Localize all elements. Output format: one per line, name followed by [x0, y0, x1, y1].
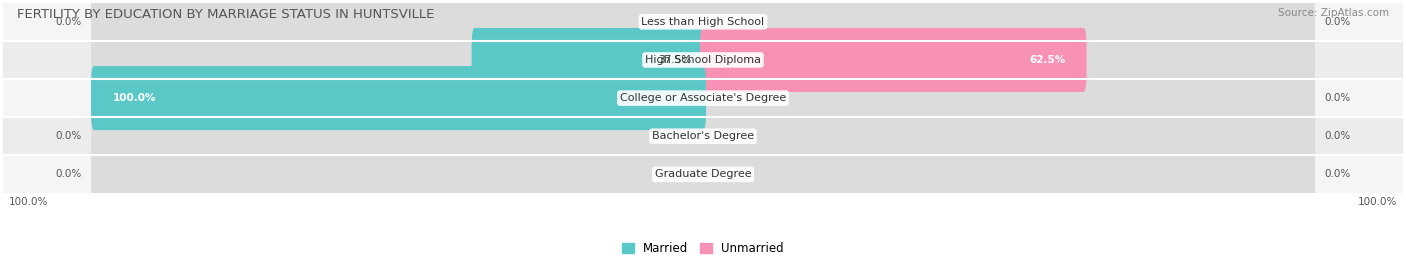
- Text: 0.0%: 0.0%: [1324, 93, 1350, 103]
- Text: FERTILITY BY EDUCATION BY MARRIAGE STATUS IN HUNTSVILLE: FERTILITY BY EDUCATION BY MARRIAGE STATU…: [17, 8, 434, 21]
- Bar: [3, 3, 1403, 41]
- FancyBboxPatch shape: [700, 66, 1315, 130]
- Text: 0.0%: 0.0%: [56, 131, 82, 141]
- FancyBboxPatch shape: [700, 104, 1315, 168]
- Text: 37.5%: 37.5%: [658, 55, 690, 65]
- Text: 62.5%: 62.5%: [1029, 55, 1066, 65]
- FancyBboxPatch shape: [700, 142, 1315, 206]
- Bar: [3, 117, 1403, 155]
- FancyBboxPatch shape: [91, 66, 706, 130]
- FancyBboxPatch shape: [91, 66, 706, 130]
- Text: Less than High School: Less than High School: [641, 17, 765, 27]
- Bar: [3, 155, 1403, 193]
- FancyBboxPatch shape: [91, 0, 706, 54]
- Text: College or Associate's Degree: College or Associate's Degree: [620, 93, 786, 103]
- Text: Bachelor's Degree: Bachelor's Degree: [652, 131, 754, 141]
- FancyBboxPatch shape: [91, 104, 706, 168]
- Text: Graduate Degree: Graduate Degree: [655, 169, 751, 179]
- Text: 100.0%: 100.0%: [112, 93, 156, 103]
- Text: High School Diploma: High School Diploma: [645, 55, 761, 65]
- Legend: Married, Unmarried: Married, Unmarried: [617, 238, 789, 260]
- FancyBboxPatch shape: [700, 28, 1315, 92]
- Text: 0.0%: 0.0%: [1324, 131, 1350, 141]
- FancyBboxPatch shape: [91, 142, 706, 206]
- Bar: [3, 41, 1403, 79]
- FancyBboxPatch shape: [700, 28, 1087, 92]
- FancyBboxPatch shape: [471, 28, 706, 92]
- Text: 100.0%: 100.0%: [1358, 197, 1398, 207]
- Text: 0.0%: 0.0%: [56, 17, 82, 27]
- Text: 100.0%: 100.0%: [8, 197, 48, 207]
- Text: 0.0%: 0.0%: [1324, 169, 1350, 179]
- FancyBboxPatch shape: [700, 0, 1315, 54]
- Text: 0.0%: 0.0%: [56, 169, 82, 179]
- FancyBboxPatch shape: [91, 28, 706, 92]
- Text: 0.0%: 0.0%: [1324, 17, 1350, 27]
- Text: Source: ZipAtlas.com: Source: ZipAtlas.com: [1278, 8, 1389, 18]
- Bar: [3, 79, 1403, 117]
